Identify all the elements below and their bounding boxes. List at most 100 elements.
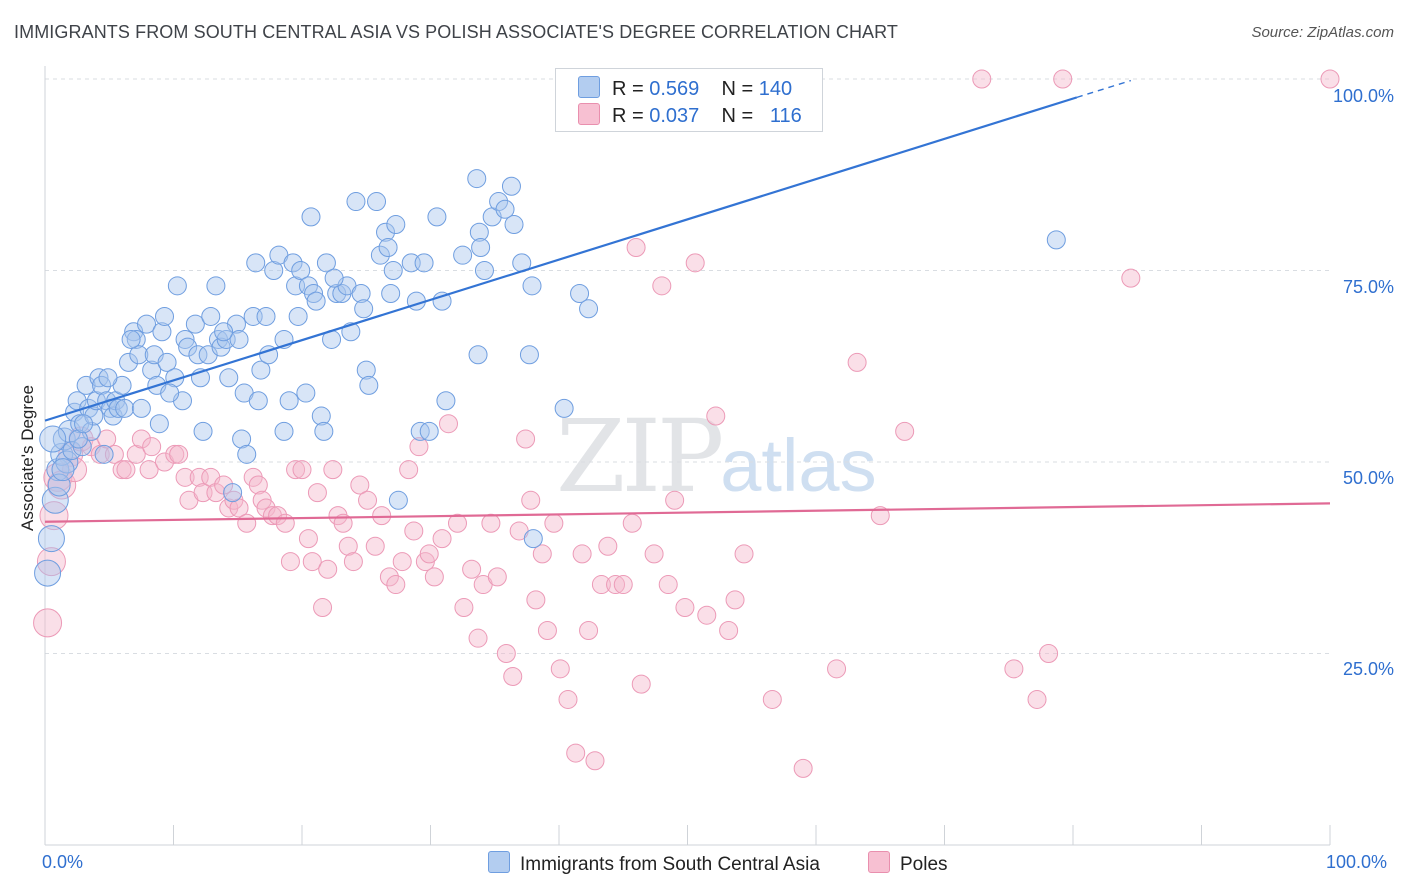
south-central-asia-point [376, 222, 396, 242]
trend-line-extension [1076, 79, 1132, 99]
south-central-asia-point [51, 458, 75, 482]
south-central-asia-point [155, 306, 175, 326]
south-central-asia-point [351, 283, 371, 303]
poles-point [338, 536, 358, 556]
south-central-asia-point [92, 375, 112, 395]
poles-point [256, 498, 276, 518]
south-central-asia-point [39, 425, 67, 453]
poles-point [275, 513, 295, 533]
y-axis-label: Associate's Degree [18, 385, 37, 531]
south-central-asia-point [501, 176, 521, 196]
south-central-asia-point [115, 398, 135, 418]
legend-swatch-blue [578, 76, 600, 98]
south-central-asia-point [108, 398, 128, 418]
south-central-asia-point [34, 559, 62, 587]
poles-point [206, 483, 226, 503]
poles-point [386, 575, 406, 595]
legend-r-value-pink: 0.037 [649, 105, 700, 127]
poles-point [189, 467, 209, 487]
south-central-asia-point [570, 283, 590, 303]
watermark: ZIPatlas [556, 398, 877, 515]
south-central-asia-point [283, 253, 303, 273]
poles-point [1053, 69, 1073, 89]
south-central-asia-point [388, 490, 408, 510]
bottom-legend-pink: Poles [868, 851, 948, 876]
poles-point [318, 559, 338, 579]
poles-point [685, 253, 705, 273]
poles-point [286, 460, 306, 480]
poles-point [307, 483, 327, 503]
south-central-asia-point [354, 299, 374, 319]
poles-point [658, 575, 678, 595]
poles-point [313, 598, 333, 618]
south-central-asia-point [359, 375, 379, 395]
poles-point [591, 575, 611, 595]
poles-point [468, 628, 488, 648]
south-central-asia-point [469, 222, 489, 242]
poles-point [622, 513, 642, 533]
legend-r-label: R = [612, 105, 644, 127]
south-central-asia-point [206, 276, 226, 296]
south-central-asia-point [157, 352, 177, 372]
poles-point [372, 506, 392, 526]
poles-point [343, 552, 363, 572]
poles-point [358, 490, 378, 510]
south-central-asia-point [279, 391, 299, 411]
poles-point [298, 529, 318, 549]
poles-point [503, 666, 523, 686]
chart-title: IMMIGRANTS FROM SOUTH CENTRAL ASIA VS PO… [14, 22, 899, 42]
series-poles [33, 69, 1340, 778]
south-central-asia-point [47, 473, 71, 497]
south-central-asia-point [554, 398, 574, 418]
legend: R = 0.569 N = 140 R = 0.037 N = 116 [555, 68, 823, 132]
south-central-asia-point [137, 314, 157, 334]
south-central-asia-point [264, 261, 284, 280]
poles-point [566, 743, 586, 763]
south-central-asia-point [201, 306, 221, 326]
poles-point [365, 536, 385, 556]
south-central-asia-point [121, 329, 141, 349]
south-central-asia-point [306, 291, 326, 311]
bottom-legend-swatch-pink [868, 851, 890, 873]
poles-point [36, 547, 66, 577]
poles-point [847, 352, 867, 372]
poles-point [419, 544, 439, 564]
south-central-asia-point [436, 391, 456, 411]
poles-point [379, 567, 399, 587]
poles-point [248, 475, 268, 495]
south-central-asia-point [185, 314, 205, 334]
poles-point [447, 513, 467, 533]
south-central-asia-point [523, 529, 543, 549]
watermark-atlas: atlas [720, 424, 877, 507]
south-central-asia-point [314, 421, 334, 441]
legend-swatch-pink [578, 103, 600, 125]
south-central-asia-point [356, 360, 376, 380]
poles-point [606, 575, 626, 595]
south-central-asia-point [519, 345, 539, 365]
south-central-asia-point [304, 283, 324, 303]
poles-point [169, 444, 189, 464]
south-central-asia-point [489, 192, 509, 212]
poles-point [1121, 268, 1141, 288]
trend-line-poles [44, 502, 1331, 523]
poles-point [598, 536, 618, 556]
poles-point [139, 460, 159, 480]
poles-point [454, 598, 474, 618]
poles-point [579, 621, 599, 641]
trend-lines [44, 79, 1331, 523]
poles-point [104, 444, 124, 464]
south-central-asia-point [474, 261, 494, 280]
poles-point [399, 460, 419, 480]
trend-line-south-central-asia [44, 96, 1078, 422]
poles-point [675, 598, 695, 618]
south-central-asia-point [41, 486, 69, 514]
poles-point [175, 467, 195, 487]
poles-point [43, 462, 73, 492]
legend-r-label: R = [612, 78, 644, 100]
south-central-asia-point [367, 192, 387, 212]
south-central-asia-point [370, 245, 390, 265]
y-tick-label: 75.0% [1342, 277, 1394, 297]
south-central-asia-point [129, 345, 149, 365]
poles-point [116, 460, 136, 480]
gridlines [45, 78, 1330, 654]
